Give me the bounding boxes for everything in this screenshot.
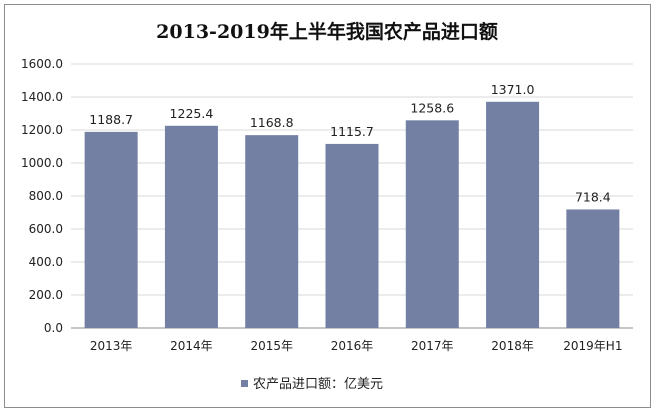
bar (486, 101, 540, 328)
bar (84, 131, 138, 328)
y-tick-label: 0.0 (44, 321, 63, 335)
x-tick-label: 2018年 (491, 339, 534, 353)
bar (405, 120, 459, 329)
data-label: 1188.7 (89, 112, 133, 127)
data-label: 1258.6 (410, 100, 454, 115)
data-label: 718.4 (575, 189, 611, 204)
x-tick-label: 2015年 (250, 339, 293, 353)
x-tick-label: 2016年 (331, 339, 374, 353)
y-tick-label: 200.0 (29, 288, 63, 302)
bar (164, 125, 218, 329)
y-tick-label: 1200.0 (21, 123, 63, 137)
legend: 农产品进口额：亿美元 (241, 377, 383, 392)
legend-swatch (241, 380, 248, 387)
bars (84, 101, 620, 329)
data-label: 1371.0 (491, 82, 535, 97)
y-tick-label: 1400.0 (21, 90, 63, 104)
chart-frame: 2013-2019年上半年我国农产品进口额 0.0 200.0 400.0 600.0… (4, 4, 651, 408)
chart-title: 2013-2019年上半年我国农产品进口额 (156, 20, 498, 43)
bar-chart: 2013-2019年上半年我国农产品进口额 0.0 200.0 400.0 600.0… (21, 20, 633, 392)
y-tick-label: 600.0 (29, 222, 63, 236)
data-label: 1225.4 (170, 106, 214, 121)
x-tick-label: 2014年 (170, 339, 213, 353)
y-tick-label: 1000.0 (21, 156, 63, 170)
x-tick-label: 2019年H1 (563, 339, 622, 353)
x-tick-label: 2017年 (411, 339, 454, 353)
y-tick-label: 400.0 (29, 255, 63, 269)
bar (245, 135, 299, 328)
data-label: 1115.7 (330, 124, 374, 139)
y-tick-label: 1600.0 (21, 57, 63, 71)
legend-label: 农产品进口额：亿美元 (253, 377, 383, 392)
x-tick-label: 2013年 (90, 339, 133, 353)
y-axis-tick-labels: 0.0 200.0 400.0 600.0 800.0 1000.0 1200.0 1400.… (21, 57, 63, 335)
data-label: 1168.8 (250, 115, 294, 130)
x-axis-tick-labels: 2013年 2014年 2015年 2016年 2017年 2018年 2019年H1 (90, 339, 623, 353)
y-tick-label: 800.0 (29, 189, 63, 203)
bar (566, 209, 620, 328)
data-labels: 1188.7 1225.4 1168.8 1115.7 1258.6 1371.0 718.… (89, 82, 611, 205)
bar (325, 143, 379, 328)
